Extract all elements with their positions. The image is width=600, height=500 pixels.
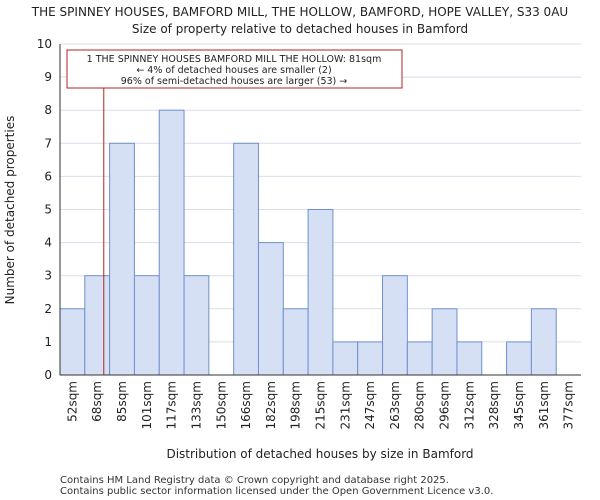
- x-tick-label: 328sqm: [487, 381, 501, 429]
- y-tick-labels: 0 1 2 3 4 5 6 7 8 9 10: [37, 37, 52, 382]
- x-tick-label: 101sqm: [140, 381, 154, 429]
- x-tick-label: 85sqm: [115, 381, 129, 422]
- bar-52sqm: [59, 308, 86, 376]
- x-tick-label: 312sqm: [462, 381, 476, 429]
- annotation-line-3: 96% of semi-detached houses are larger (…: [121, 76, 348, 87]
- axes: [59, 44, 581, 376]
- y-tick-label: 2: [44, 302, 52, 316]
- y-axis-label: Number of detached properties: [3, 116, 17, 305]
- x-axis-label: Distribution of detached houses by size …: [166, 447, 473, 461]
- bar-312sqm: [456, 341, 483, 376]
- bar-133sqm: [183, 275, 210, 376]
- y-tick-label: 1: [44, 335, 52, 349]
- footer-line-2: Contains public sector information licen…: [60, 486, 493, 497]
- x-tick-label: 150sqm: [214, 381, 228, 429]
- bar-215sqm: [307, 209, 334, 376]
- chart-subtitle: Size of property relative to detached ho…: [132, 22, 468, 36]
- y-tick-label: 10: [37, 37, 52, 51]
- x-tick-label: 377sqm: [562, 381, 576, 429]
- x-tick-label: 345sqm: [512, 381, 526, 429]
- bar-101sqm: [133, 275, 160, 376]
- x-tick-label: 231sqm: [338, 381, 352, 429]
- x-tick-label: 263sqm: [388, 381, 402, 429]
- bar-345sqm: [506, 341, 532, 376]
- y-tick-label: 4: [44, 236, 52, 250]
- annotation-line-1: 1 THE SPINNEY HOUSES BAMFORD MILL THE HO…: [87, 54, 382, 65]
- bar-231sqm: [332, 341, 359, 376]
- y-tick-label: 8: [44, 103, 52, 117]
- x-tick-label: 166sqm: [239, 381, 253, 429]
- bar-247sqm: [357, 341, 384, 376]
- bar-296sqm: [431, 308, 458, 376]
- x-tick-label: 68sqm: [90, 381, 104, 422]
- bar-198sqm: [282, 308, 309, 376]
- x-tick-label: 117sqm: [165, 381, 179, 429]
- y-tick-label: 5: [44, 203, 52, 217]
- x-tick-label: 198sqm: [289, 381, 303, 429]
- y-tick-label: 9: [44, 70, 52, 84]
- annotation-border: [66, 49, 403, 89]
- x-tick-label: 247sqm: [363, 381, 377, 429]
- x-tick-label: 361sqm: [537, 381, 551, 429]
- footer-line-1: Contains HM Land Registry data © Crown c…: [60, 475, 449, 486]
- annotation-box: 1 THE SPINNEY HOUSES BAMFORD MILL THE HO…: [66, 49, 403, 89]
- bar-85sqm: [109, 142, 135, 376]
- x-tick-label: 296sqm: [438, 381, 452, 429]
- bar-263sqm: [382, 275, 408, 376]
- bars: [59, 109, 557, 376]
- bar-361sqm: [530, 308, 557, 376]
- y-tick-label: 3: [44, 269, 52, 283]
- x-tick-label: 133sqm: [189, 381, 203, 429]
- x-tick-labels: 52sqm 68sqm 85sqm 101sqm 117sqm 133sqm 150sqm 1…: [65, 381, 575, 429]
- chart-title-address: THE SPINNEY HOUSES, BAMFORD MILL, THE HO…: [31, 5, 568, 19]
- y-tick-label: 6: [44, 169, 52, 183]
- bar-117sqm: [158, 109, 185, 376]
- annotation-line-2: ← 4% of detached houses are smaller (2): [136, 65, 331, 76]
- x-tick-label: 52sqm: [65, 381, 79, 422]
- y-tick-label: 7: [44, 136, 52, 150]
- bar-280sqm: [406, 341, 433, 376]
- y-tick-label: 0: [44, 368, 52, 382]
- x-tick-label: 215sqm: [314, 381, 328, 429]
- x-tick-label: 280sqm: [413, 381, 427, 429]
- bar-182sqm: [257, 242, 284, 376]
- x-tick-label: 182sqm: [264, 381, 278, 429]
- bar-68sqm: [84, 275, 111, 376]
- bar-166sqm: [233, 142, 259, 376]
